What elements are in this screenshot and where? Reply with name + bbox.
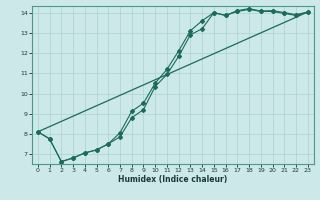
X-axis label: Humidex (Indice chaleur): Humidex (Indice chaleur) [118,175,228,184]
